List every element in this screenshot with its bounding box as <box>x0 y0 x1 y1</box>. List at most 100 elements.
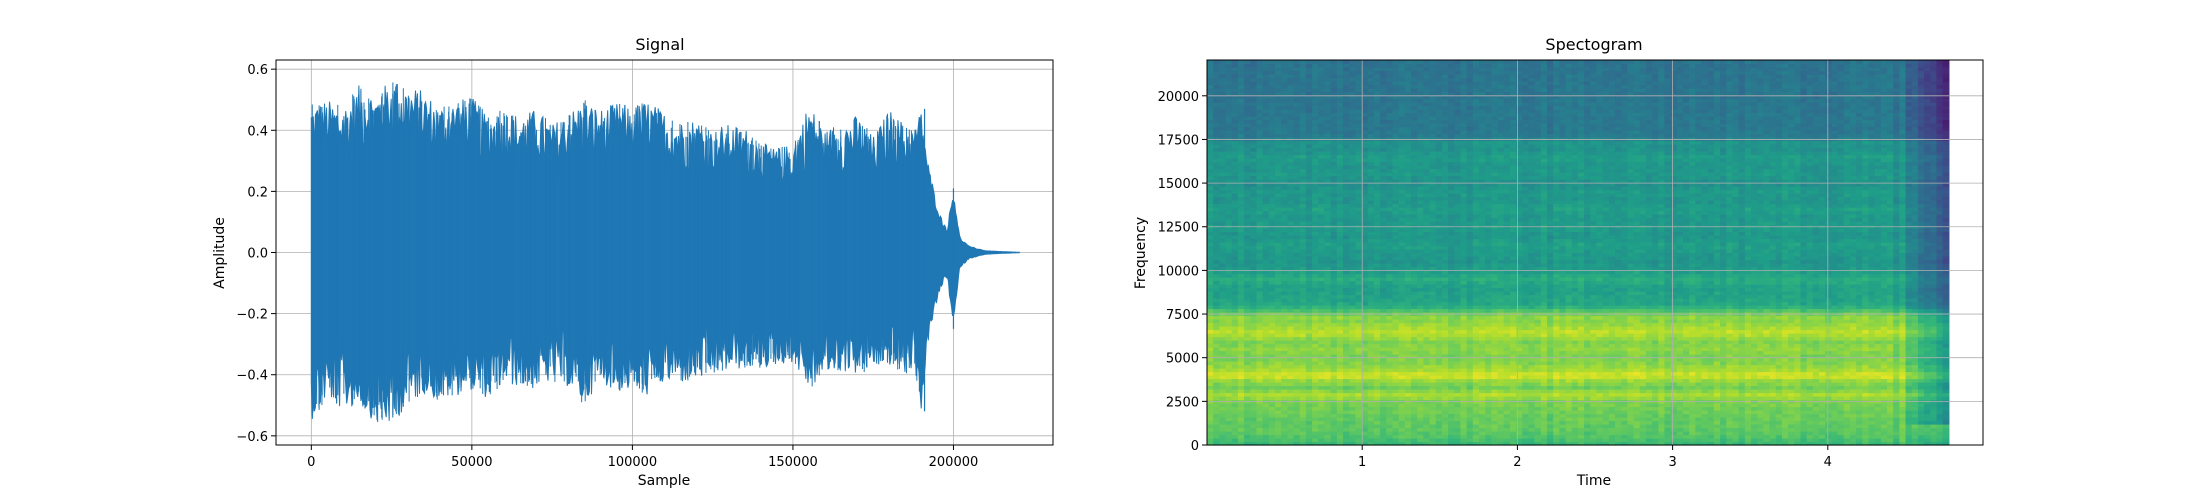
spectrogram-cell <box>1293 154 1301 159</box>
spectrogram-cell <box>1250 424 1258 429</box>
spectrogram-cell <box>1324 259 1332 264</box>
spectrogram-cell <box>1417 291 1424 296</box>
spectrogram-cell <box>1213 256 1220 261</box>
spectrogram-cell <box>1441 392 1449 397</box>
spectrogram-cell <box>1244 357 1251 362</box>
spectrogram-cell <box>1423 126 1431 131</box>
spectrogram-cell <box>1435 207 1443 212</box>
spectrogram-cell <box>1219 263 1227 268</box>
spectrogram-cell <box>1441 179 1449 184</box>
spectrogram-cell <box>1460 147 1468 152</box>
spectrogram-cell <box>1324 438 1332 443</box>
spectrogram-cell <box>1250 119 1258 124</box>
spectrogram-cell <box>1281 403 1288 408</box>
spectrogram-cell <box>1336 60 1344 65</box>
spectrogram-cell <box>1275 298 1282 303</box>
spectrogram-cell <box>1398 161 1406 166</box>
spectrogram-cell <box>1361 200 1369 205</box>
spectrogram-cell <box>1268 210 1276 215</box>
spectrogram-cell <box>1293 315 1301 320</box>
spectrogram-cell <box>1448 60 1455 65</box>
spectrogram-cell <box>1262 371 1270 376</box>
spectrogram-cell <box>1392 333 1400 338</box>
spectrogram-cell <box>1275 203 1282 208</box>
spectrogram-cell <box>1293 403 1301 408</box>
spectrogram-cell <box>1213 203 1220 208</box>
spectrogram-cell <box>1411 133 1418 138</box>
spectrogram-cell <box>1244 245 1251 250</box>
spectrogram-cell <box>1367 382 1375 387</box>
spectrogram-cell <box>1454 389 1462 394</box>
spectrogram-cell <box>1213 147 1220 152</box>
spectrogram-cell <box>1411 382 1418 387</box>
spectrogram-cell <box>1460 158 1468 163</box>
spectrogram-cell <box>1361 231 1369 236</box>
spectrogram-cell <box>1268 168 1276 173</box>
spectrogram-cell <box>1411 357 1418 362</box>
spectrogram-cell <box>1441 350 1449 355</box>
spectrogram-cell <box>1441 228 1449 233</box>
spectrogram-cell <box>1287 109 1295 114</box>
spectrogram-cell <box>1429 410 1437 415</box>
spectrogram-cell <box>1293 147 1301 152</box>
spectrogram-cell <box>1423 217 1431 222</box>
spectrogram-cell <box>1219 413 1227 418</box>
spectrogram-cell <box>1275 256 1282 261</box>
spectrogram-cell <box>1466 347 1474 352</box>
spectrogram-cell <box>1231 427 1239 432</box>
spectrogram-cell <box>1330 207 1338 212</box>
spectrogram-cell <box>1336 273 1344 278</box>
spectrogram-cell <box>1380 378 1387 383</box>
spectrogram-cell <box>1256 280 1264 285</box>
spectrogram-cell <box>1268 165 1276 170</box>
spectrogram-cell <box>1404 378 1412 383</box>
spectrogram-cell <box>1324 280 1332 285</box>
spectrogram-cell <box>1231 385 1239 390</box>
spectrogram-cell <box>1207 392 1214 397</box>
spectrogram-cell <box>1398 116 1406 121</box>
spectrogram-cell <box>1448 123 1455 128</box>
spectrogram-cell <box>1324 315 1332 320</box>
spectrogram-cell <box>1404 403 1412 408</box>
spectrogram-cell <box>1299 210 1307 215</box>
spectrogram-cell <box>1250 84 1258 89</box>
spectrogram-cell <box>1293 175 1301 180</box>
spectrogram-cell <box>1250 245 1258 250</box>
spectrogram-cell <box>1466 389 1474 394</box>
spectrogram-cell <box>1244 263 1251 268</box>
spectrogram-cell <box>1244 441 1251 446</box>
spectrogram-cell <box>1281 382 1288 387</box>
spectrogram-cell <box>1287 116 1295 121</box>
spectrogram-cell <box>1367 217 1375 222</box>
spectrogram-cell <box>1411 389 1418 394</box>
spectrogram-cell <box>1460 119 1468 124</box>
spectrogram-cell <box>1275 242 1282 247</box>
spectrogram-cell <box>1460 60 1468 65</box>
spectrogram-cell <box>1237 284 1245 289</box>
spectrogram-cell <box>1312 273 1319 278</box>
spectrogram-cell <box>1324 284 1332 289</box>
spectrogram-cell <box>1343 319 1350 324</box>
spectrogram-cell <box>1336 329 1344 334</box>
spectrogram-cell <box>1423 357 1431 362</box>
spectrogram-cell <box>1293 438 1301 443</box>
spectrogram-cell <box>1367 266 1375 271</box>
spectrogram-cell <box>1318 319 1326 324</box>
spectrogram-cell <box>1293 420 1301 425</box>
spectrogram-cell <box>1417 91 1424 96</box>
spectrogram-cell <box>1392 259 1400 264</box>
spectrogram-cell <box>1466 354 1474 359</box>
spectrogram-cell <box>1262 231 1270 236</box>
spectrogram-cell <box>1231 144 1239 149</box>
spectrogram-cell <box>1448 158 1455 163</box>
spectrogram-cell <box>1411 368 1418 373</box>
spectrogram-cell <box>1281 270 1288 275</box>
spectrogram-cell <box>1330 105 1338 110</box>
spectrogram-cell <box>1361 91 1369 96</box>
spectrogram-cell <box>1404 434 1412 439</box>
spectrogram-cell <box>1349 161 1356 166</box>
spectrogram-cell <box>1466 333 1474 338</box>
spectrogram-cell <box>1299 235 1307 240</box>
spectrogram-cell <box>1373 105 1381 110</box>
spectrogram-cell <box>1275 361 1282 366</box>
